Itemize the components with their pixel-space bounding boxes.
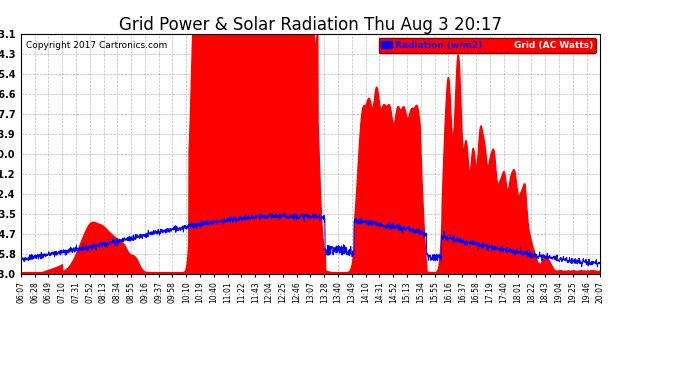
- Text: Copyright 2017 Cartronics.com: Copyright 2017 Cartronics.com: [26, 41, 168, 50]
- Title: Grid Power & Solar Radiation Thu Aug 3 20:17: Grid Power & Solar Radiation Thu Aug 3 2…: [119, 16, 502, 34]
- Legend: Radiation (w/m2), Grid (AC Watts): Radiation (w/m2), Grid (AC Watts): [379, 38, 595, 53]
